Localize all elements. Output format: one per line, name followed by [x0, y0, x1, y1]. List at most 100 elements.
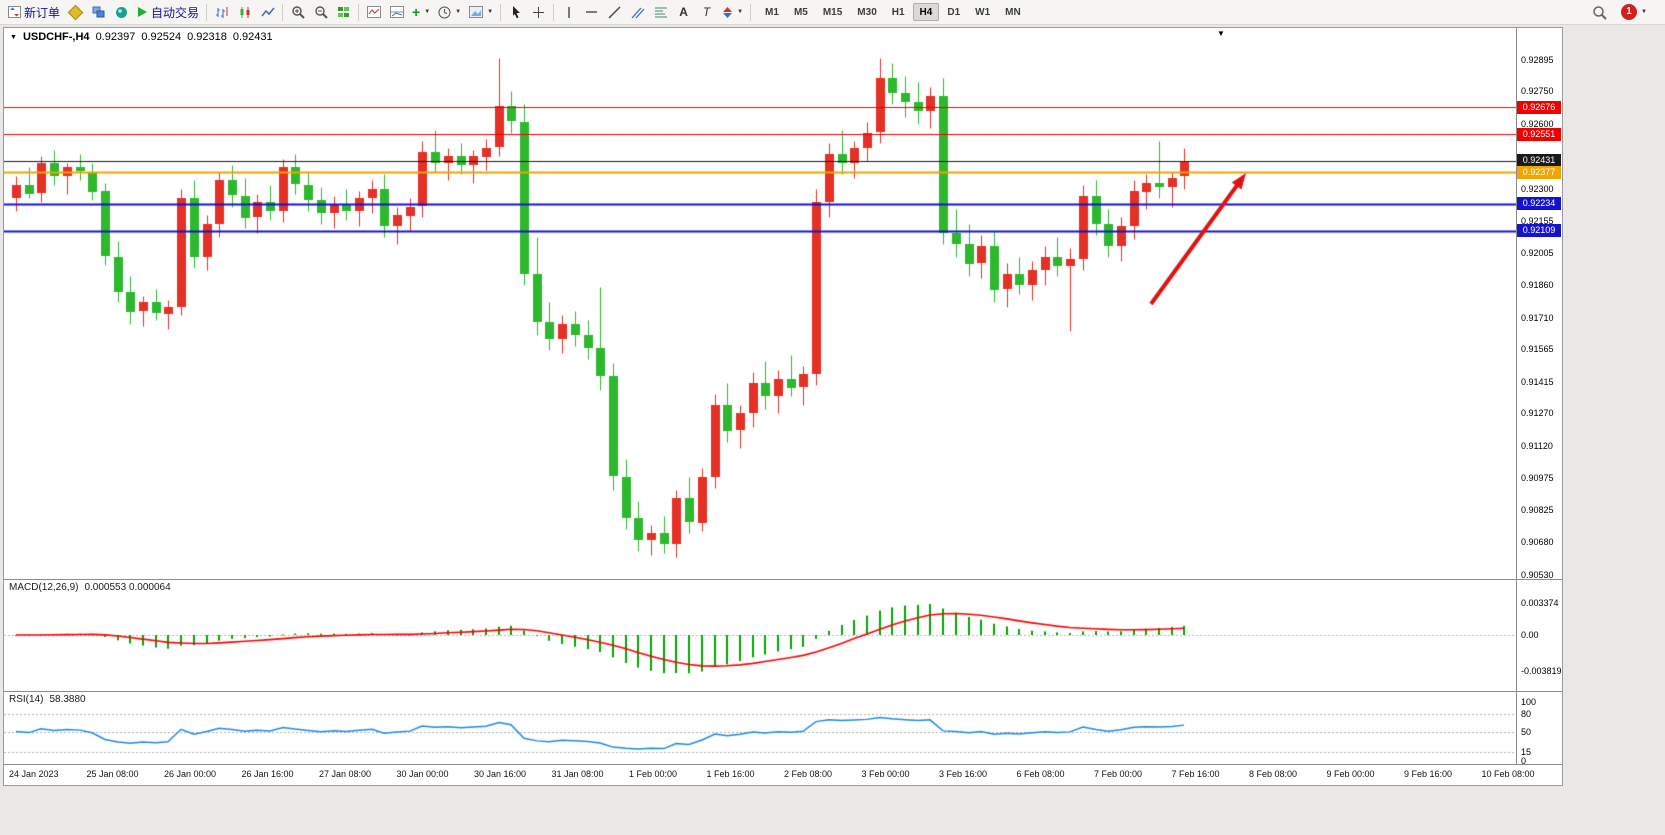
chart-dropdown-arrow[interactable]: ▼	[1217, 29, 1225, 38]
chevron-down-icon: ▼	[455, 9, 462, 15]
autotrading-button[interactable]: 自动交易	[133, 2, 203, 22]
chart-title: USDCHF-,H4	[22, 31, 90, 43]
timeframe-mn-button[interactable]: MN	[998, 3, 1028, 21]
rsi-axis-label: 100	[1521, 697, 1537, 707]
candlestick-chart-icon	[240, 6, 250, 18]
price-axis-label: 0.92300	[1521, 184, 1554, 195]
channel-button[interactable]	[626, 2, 649, 22]
timeframe-m15-button[interactable]: M15	[816, 3, 849, 21]
price-axis-label: 0.90680	[1521, 536, 1554, 547]
timeframe-w1-button[interactable]: W1	[968, 3, 997, 21]
timeframe-d1-button[interactable]: D1	[940, 3, 967, 21]
date-axis-label: 30 Jan 00:00	[396, 769, 449, 779]
add-indicator-button[interactable]: + ▼	[408, 2, 434, 22]
charts-button[interactable]	[64, 2, 87, 22]
chart-title-row: ▼ USDCHF-,H4 0.92397 0.92524 0.92318 0.9…	[10, 31, 273, 43]
label-icon: T	[702, 5, 711, 19]
trendline-button[interactable]	[603, 2, 626, 22]
timeframe-h4-button[interactable]: H4	[912, 3, 940, 21]
search-button[interactable]	[1588, 2, 1611, 22]
date-axis-label: 1 Feb 16:00	[706, 769, 755, 779]
cursor-button[interactable]	[504, 2, 527, 22]
price-level-badge: 0.92676	[1517, 100, 1561, 114]
rsi-axis-label: 0	[1521, 756, 1527, 766]
price-axis-label: 0.90530	[1521, 569, 1554, 580]
pane-separator[interactable]	[4, 691, 1562, 692]
timeframe-h1-button[interactable]: H1	[885, 3, 912, 21]
rsi-chart-canvas[interactable]	[4, 691, 1516, 764]
price-axis-label: 0.92750	[1521, 86, 1554, 97]
notifications-button[interactable]: 1 ▼	[1617, 2, 1651, 22]
price-level-badge: 0.92377	[1517, 165, 1561, 179]
macd-axis-label: 0.003374	[1521, 597, 1559, 608]
fibonacci-button[interactable]	[649, 2, 672, 22]
chart-window: ▼ USDCHF-,H4 0.92397 0.92524 0.92318 0.9…	[3, 27, 1563, 786]
price-axis-label: 0.92895	[1521, 54, 1554, 65]
label-button[interactable]: T	[695, 2, 718, 22]
macd-axis-label: 0.00	[1521, 630, 1539, 640]
text-button[interactable]: A	[672, 2, 695, 22]
templates-button[interactable]: ▼	[465, 2, 497, 22]
line-chart-button[interactable]	[256, 2, 279, 22]
plus-icon: +	[412, 4, 421, 20]
pane-separator	[4, 764, 1562, 765]
price-chart-canvas[interactable]	[4, 28, 1516, 579]
separator	[206, 3, 208, 21]
crosshair-button[interactable]	[527, 2, 550, 22]
macd-label: MACD(12,26,9)	[9, 582, 79, 593]
market-watch-button[interactable]	[110, 2, 133, 22]
price-level-badge: 0.92234	[1517, 197, 1561, 211]
symbol-menu-arrow[interactable]: ▼	[10, 33, 17, 41]
zoom-out-button[interactable]	[309, 2, 332, 22]
rsi-axis-label: 50	[1521, 726, 1532, 737]
timeframe-m5-button[interactable]: M5	[787, 3, 815, 21]
rsi-label: RSI(14)	[9, 694, 44, 705]
chevron-down-icon: ▼	[424, 9, 431, 15]
indicator-window-button[interactable]	[385, 2, 408, 22]
date-axis-label: 6 Feb 08:00	[1016, 769, 1065, 779]
indicators-button[interactable]	[362, 2, 385, 22]
ohlc-open: 0.92397	[95, 31, 136, 43]
price-axis-label: 0.91270	[1521, 408, 1554, 419]
fibonacci-icon	[654, 7, 667, 17]
rsi-axis-label: 15	[1521, 747, 1532, 758]
date-axis-label: 26 Jan 16:00	[241, 769, 294, 779]
price-level-badge: 0.92431	[1517, 154, 1561, 168]
pane-separator[interactable]	[4, 579, 1562, 580]
ohlc-close: 0.92431	[232, 31, 273, 43]
tile-windows-icon	[338, 7, 350, 17]
data-window-button[interactable]	[87, 2, 110, 22]
cursor-icon	[512, 6, 520, 19]
indicator-window-icon	[389, 6, 404, 18]
macd-chart-canvas[interactable]	[4, 579, 1516, 691]
price-axis-label: 0.90975	[1521, 472, 1554, 483]
arrows-button[interactable]: ▼	[718, 2, 747, 22]
timeframe-m1-button[interactable]: M1	[758, 3, 786, 21]
windows-icon	[92, 6, 105, 18]
tile-windows-button[interactable]	[332, 2, 355, 22]
search-icon	[1593, 5, 1607, 20]
horizontal-line-button[interactable]	[580, 2, 603, 22]
zoom-in-button[interactable]	[286, 2, 309, 22]
timeframe-m30-button[interactable]: M30	[850, 3, 883, 21]
macd-label-row: MACD(12,26,9) 0.000553 0.000064	[9, 582, 171, 593]
macd-values: 0.000553 0.000064	[84, 582, 171, 593]
rsi-label-row: RSI(14) 58.3880	[9, 694, 86, 705]
periods-button[interactable]: ▼	[434, 2, 465, 22]
new-order-button[interactable]: 新订单	[4, 2, 64, 22]
autotrading-label: 自动交易	[151, 5, 200, 20]
chevron-down-icon: ▼	[1641, 9, 1647, 15]
price-axis-label: 0.91120	[1521, 441, 1553, 452]
vertical-line-button[interactable]	[557, 2, 580, 22]
bars-chart-button[interactable]	[210, 2, 233, 22]
separator	[282, 3, 284, 21]
candlestick-chart-button[interactable]	[233, 2, 256, 22]
date-axis-label: 30 Jan 16:00	[474, 769, 527, 779]
rsi-axis-label: 80	[1521, 708, 1532, 719]
date-axis-label: 9 Feb 16:00	[1404, 769, 1453, 779]
date-axis-label: 26 Jan 00:00	[164, 769, 217, 779]
price-level-badge: 0.92109	[1517, 224, 1561, 238]
date-axis-label: 9 Feb 00:00	[1326, 769, 1375, 779]
new-order-label: 新订单	[24, 5, 61, 20]
date-axis-label: 3 Feb 16:00	[939, 769, 988, 779]
